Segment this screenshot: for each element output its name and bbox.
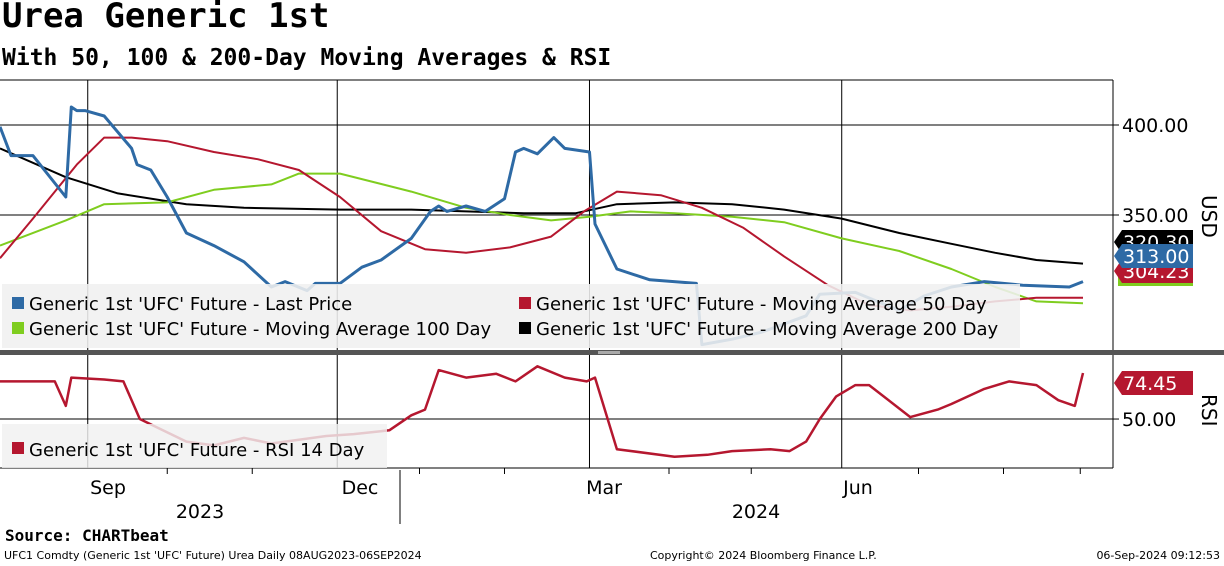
x-tick-label: Dec bbox=[342, 477, 379, 499]
end-tag-last-price: 313.00 bbox=[1114, 244, 1193, 268]
legend-swatch-ma50 bbox=[519, 297, 531, 309]
end-tag-rsi-text: 74.45 bbox=[1123, 373, 1177, 395]
legend-swatch-last_price bbox=[12, 297, 24, 309]
rsi-legend: Generic 1st 'UFC' Future - RSI 14 Day bbox=[2, 424, 387, 468]
legend-entry-ma50: Generic 1st 'UFC' Future - Moving Averag… bbox=[536, 294, 987, 315]
y-axis-title-rsi: RSI bbox=[1197, 394, 1221, 427]
legend-entry-last_price: Generic 1st 'UFC' Future - Last Price bbox=[29, 294, 352, 315]
y-tick-label: 350.00 bbox=[1122, 205, 1188, 227]
legend-entry-ma100: Generic 1st 'UFC' Future - Moving Averag… bbox=[29, 319, 491, 340]
legend-swatch-rsi bbox=[12, 442, 24, 454]
price-legend: Generic 1st 'UFC' Future - Last Price Gen… bbox=[2, 284, 1020, 348]
end-tag-last-price-text: 313.00 bbox=[1123, 246, 1189, 268]
footer-copyright: Copyright© 2024 Bloomberg Finance L.P. bbox=[650, 549, 877, 562]
footer-ticker: UFC1 Comdty (Generic 1st 'UFC' Future) U… bbox=[4, 549, 422, 562]
series-line-ma200 bbox=[0, 147, 1084, 265]
legend-swatch-ma200 bbox=[519, 322, 531, 334]
chart-title: Urea Generic 1st bbox=[2, 0, 330, 36]
x-year-label: 2024 bbox=[732, 501, 780, 523]
x-tick-label: Mar bbox=[586, 477, 622, 499]
legend-swatch-ma100 bbox=[12, 322, 24, 334]
chart-subtitle: With 50, 100 & 200-Day Moving Averages &… bbox=[2, 45, 612, 71]
legend-box bbox=[2, 284, 1020, 348]
source-label: Source: CHARTbeat bbox=[5, 526, 169, 545]
y-tick-label: 50.00 bbox=[1122, 409, 1176, 431]
x-tick-label: Sep bbox=[90, 477, 126, 499]
divider-handle bbox=[598, 351, 620, 354]
end-tag-rsi: 74.45 bbox=[1114, 371, 1193, 395]
legend-box bbox=[2, 424, 387, 468]
series-line-ma100 bbox=[0, 172, 1084, 305]
y-axis-title-price: USD bbox=[1197, 195, 1221, 238]
y-tick-label: 400.00 bbox=[1122, 115, 1188, 137]
legend-entry-ma200: Generic 1st 'UFC' Future - Moving Averag… bbox=[536, 319, 998, 340]
x-year-label: 2023 bbox=[176, 501, 224, 523]
legend-entry-rsi: Generic 1st 'UFC' Future - RSI 14 Day bbox=[29, 440, 365, 461]
x-tick-label: Jun bbox=[842, 477, 873, 499]
end-tag-last-price-shape bbox=[1114, 244, 1193, 268]
axis-labels: 400.00350.0050.00USDRSI320.30304.23313.0… bbox=[90, 115, 1221, 523]
footer-timestamp: 06-Sep-2024 09:12:53 bbox=[1096, 549, 1220, 562]
plot-area: Generic 1st 'UFC' Future - Last Price Gen… bbox=[0, 105, 1085, 468]
end-tag-rsi-shape bbox=[1114, 371, 1193, 395]
